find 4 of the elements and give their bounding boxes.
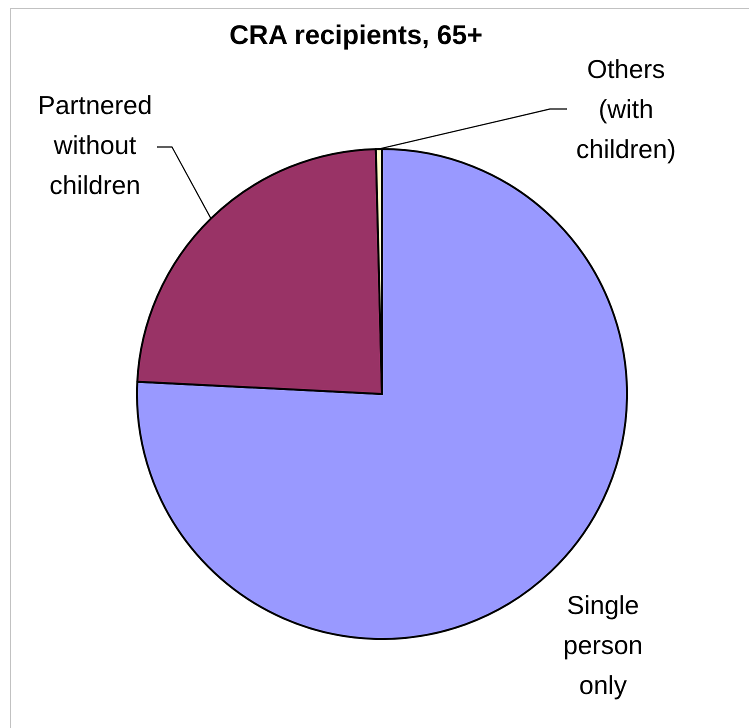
slice-label: Others (with children) [576,54,676,164]
slice-label: Single person only [563,590,643,700]
chart-title: CRA recipients, 65+ [229,20,483,50]
slice-label: Partnered without children [38,90,152,200]
